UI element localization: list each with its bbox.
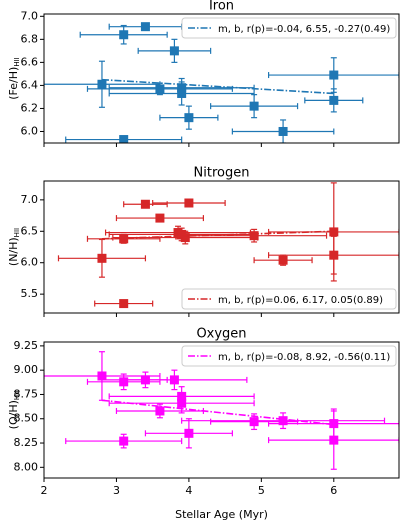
marker	[169, 46, 179, 56]
marker	[184, 428, 194, 438]
legend-label: m, b, r(p)=-0.08, 8.92, -0.56(0.11)	[218, 352, 390, 363]
fit-line	[101, 399, 334, 426]
marker	[180, 233, 190, 243]
y-axis-label: (O/H)HII	[7, 391, 21, 430]
legend: m, b, r(p)=0.06, 6.17, 0.05(0.89)	[181, 288, 397, 310]
marker	[278, 126, 288, 136]
y-tick-label: 8.25	[14, 436, 39, 449]
legend-label: m, b, r(p)=0.06, 6.17, 0.05(0.89)	[218, 295, 383, 306]
legend: m, b, r(p)=-0.08, 8.92, -0.56(0.11)	[181, 345, 397, 367]
y-tick-label: 6.2	[21, 101, 39, 114]
marker	[278, 416, 288, 426]
plot-frame	[43, 13, 400, 144]
x-tick-label: 4	[185, 484, 192, 497]
y-tick-label: 8.00	[14, 460, 39, 473]
y-tick-label: 6.0	[21, 124, 39, 137]
marker	[140, 22, 150, 32]
x-tick-label: 5	[258, 484, 265, 497]
y-tick-label: 6.6	[21, 55, 39, 68]
fit-line	[101, 78, 334, 95]
y-tick-label: 6.5	[21, 224, 39, 237]
y-axis-label: (N/H)HII	[7, 228, 21, 266]
marker	[155, 213, 165, 223]
panel: Iron (Fe/H)HII 6.0 6.2 6.4 6.6 6.8 7.0 m, b, r(p…	[7, 0, 400, 147]
marker	[249, 417, 259, 427]
fit-line	[101, 230, 334, 240]
marker	[119, 436, 129, 446]
y-tick-label: 6.0	[21, 256, 39, 269]
panel-title: Iron	[209, 0, 234, 14]
legend-box	[181, 17, 397, 39]
marker	[177, 88, 187, 98]
y-axis-label-sub: HII	[13, 228, 21, 237]
plot-area	[57, 182, 399, 309]
x-tick-label: 6	[330, 484, 337, 497]
marker	[119, 135, 129, 143]
plot-frame	[43, 341, 400, 479]
marker	[140, 199, 150, 209]
y-tick-label: 5.5	[21, 287, 39, 300]
y-tick-label: 9.25	[14, 339, 39, 352]
marker	[184, 113, 194, 123]
y-axis-label-sub: HII	[13, 57, 21, 66]
y-tick-label: 8.75	[14, 387, 39, 400]
marker	[249, 101, 259, 111]
marker	[184, 198, 194, 208]
y-tick-label: 8.50	[14, 412, 39, 425]
marker	[249, 231, 259, 241]
y-axis-label: (Fe/H)HII	[7, 57, 21, 99]
marker	[278, 255, 288, 265]
marker	[329, 250, 339, 260]
marker	[329, 70, 339, 80]
y-tick-label: 7.0	[21, 193, 39, 206]
plot-frame	[43, 180, 400, 314]
plot-area	[44, 22, 399, 143]
y-axis-label-main: (N/H)	[7, 237, 20, 266]
legend: m, b, r(p)=-0.04, 6.55, -0.27(0.49)	[181, 17, 397, 39]
x-tick-label: 3	[113, 484, 120, 497]
legend-label: m, b, r(p)=-0.04, 6.55, -0.27(0.49)	[218, 24, 390, 35]
y-axis-label-main: (O/H)	[7, 400, 20, 429]
marker	[97, 371, 107, 381]
marker	[155, 406, 165, 416]
panel: Oxygen (O/H)HII 8.00 8.25 8.50 8.75 9.00 9.25 2 3…	[7, 327, 400, 521]
marker	[119, 30, 129, 40]
x-tick-label: 2	[41, 484, 48, 497]
marker	[177, 398, 187, 408]
y-axis-label-sub: HII	[13, 391, 21, 400]
panel-title: Oxygen	[196, 327, 246, 342]
y-tick-label: 9.00	[14, 363, 39, 376]
y-tick-label: 7.0	[21, 9, 39, 22]
marker	[119, 299, 129, 309]
marker	[97, 79, 107, 89]
x-axis-label: Stellar Age (Myr)	[175, 508, 268, 521]
marker	[329, 95, 339, 105]
panel: Nitrogen (N/H)HII 5.5 6.0 6.5 7.0 m, b, r(p)=0…	[7, 166, 400, 317]
legend-box	[181, 345, 397, 367]
marker	[169, 375, 179, 385]
panel-title: Nitrogen	[194, 166, 250, 181]
y-axis-label-main: (Fe/H)	[7, 67, 20, 100]
marker	[97, 253, 107, 263]
y-tick-label: 6.4	[21, 78, 39, 91]
legend-box	[181, 288, 397, 310]
marker	[155, 84, 165, 94]
marker	[329, 435, 339, 445]
plot-area	[44, 351, 399, 470]
y-tick-label: 6.8	[21, 32, 39, 45]
